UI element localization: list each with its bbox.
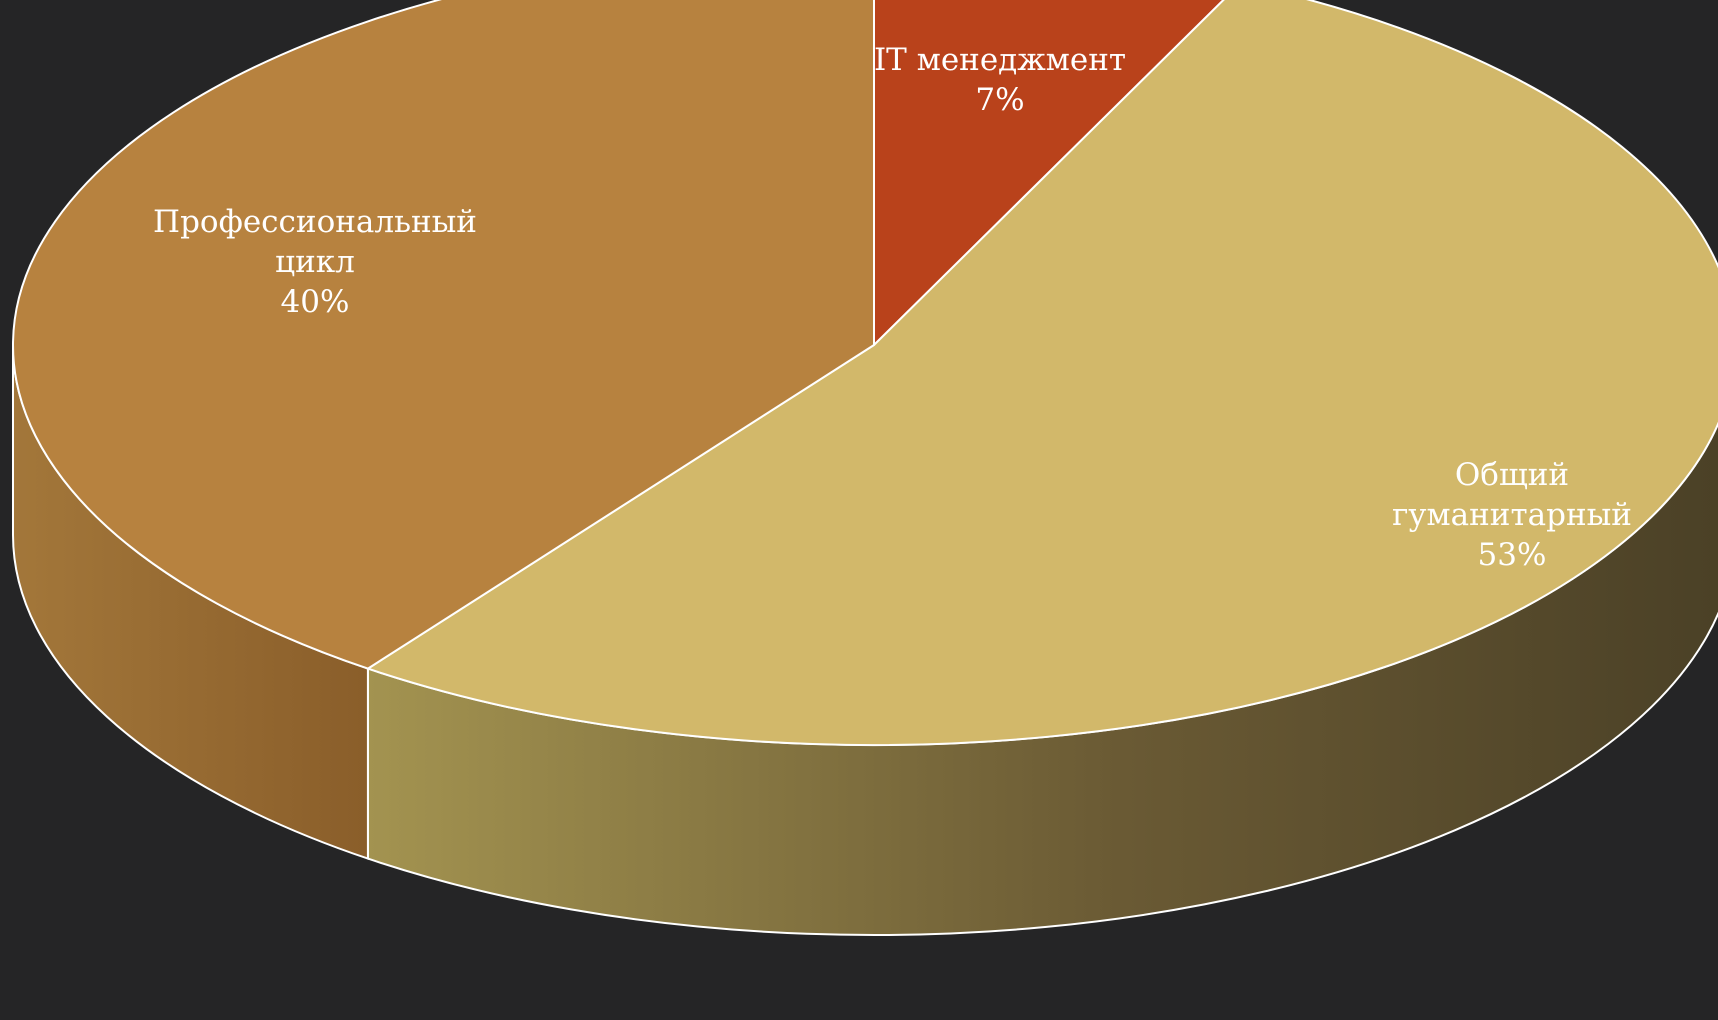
data-label-percent: 53% (1478, 537, 1547, 573)
pie-top-faces (12, 0, 1718, 746)
data-label-category: гуманитарный (1392, 497, 1632, 533)
pie-slice-professional-cycle (12, 0, 875, 670)
data-label-percent: 7% (975, 82, 1024, 118)
pie-slice-it-management (873, 0, 1225, 348)
data-label-category: Профессиональный (153, 204, 477, 240)
data-label-percent: 40% (281, 284, 350, 320)
data-label-general-humanities: Общий гуманитарный 53% (1392, 457, 1632, 573)
data-label-professional-cycle: Профессиональный цикл 40% (153, 204, 477, 320)
pie-slice-general-humanities (365, 0, 1718, 746)
data-label-category: цикл (275, 244, 355, 280)
data-label-category: Общий (1455, 457, 1569, 493)
data-label-it-management: IT менеджмент 7% (874, 42, 1126, 118)
pie-labels: IT менеджмент 7% Общий гуманитарный 53% Профе… (153, 42, 1632, 573)
data-label-category: IT менеджмент (874, 42, 1126, 78)
